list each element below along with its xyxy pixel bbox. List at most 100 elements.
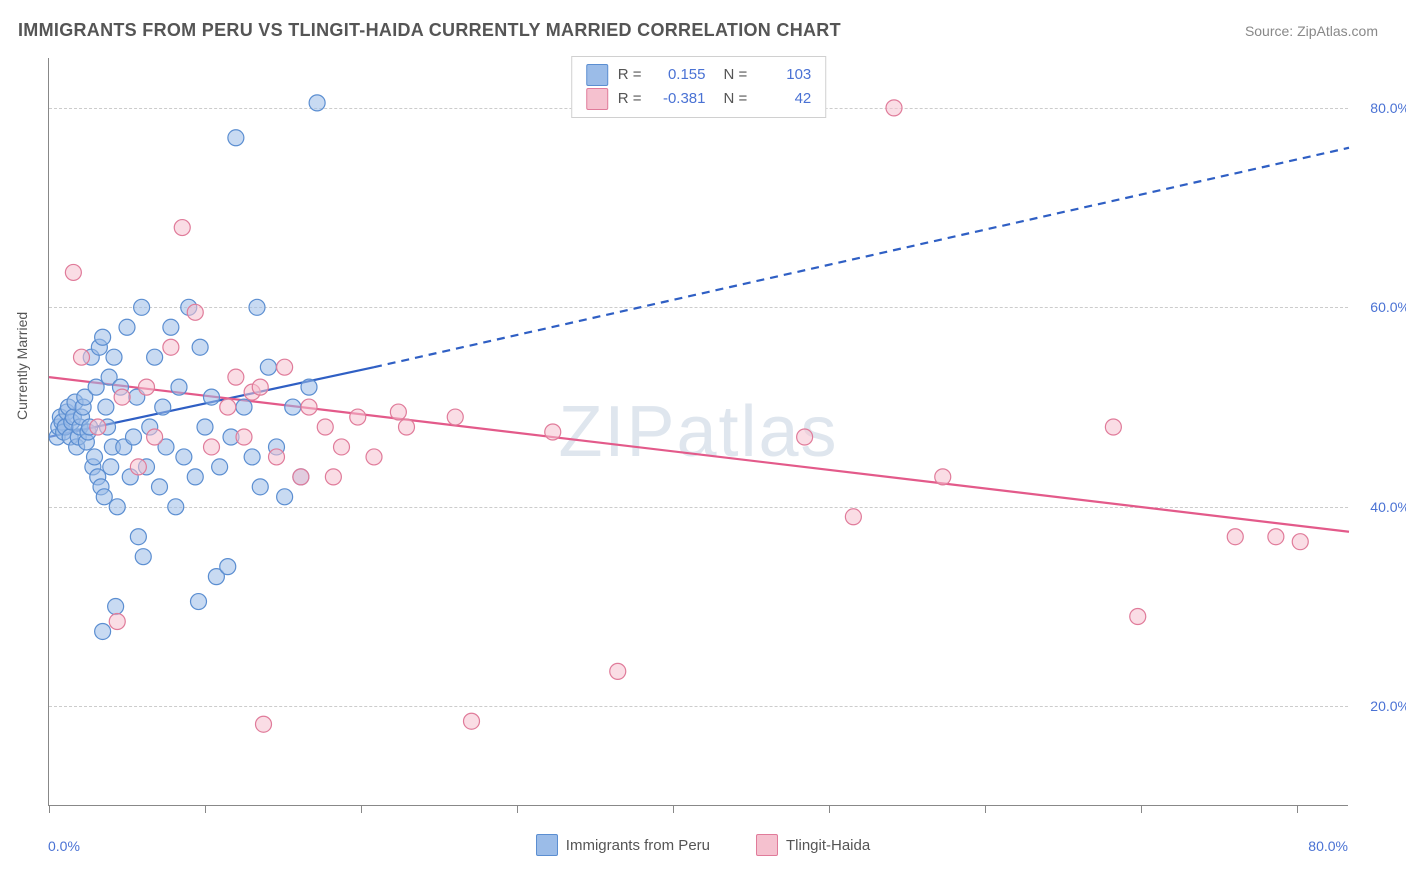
data-point xyxy=(334,439,350,455)
data-point xyxy=(109,499,125,515)
x-tick xyxy=(517,805,518,813)
x-tick xyxy=(1297,805,1298,813)
plot-area: ZIPatlas 20.0%40.0%60.0%80.0% R = 0.155 … xyxy=(48,58,1348,806)
data-point xyxy=(187,304,203,320)
data-point xyxy=(155,399,171,415)
data-point xyxy=(106,349,122,365)
data-point xyxy=(252,379,268,395)
legend-r-value-1: -0.381 xyxy=(652,87,706,111)
data-point xyxy=(244,449,260,465)
data-point xyxy=(797,429,813,445)
data-point xyxy=(845,509,861,525)
bottom-legend-item-1: Tlingit-Haida xyxy=(756,834,870,856)
data-point xyxy=(135,549,151,565)
legend-swatch-icon xyxy=(756,834,778,856)
legend-row-series-0: R = 0.155 N = 103 xyxy=(586,63,812,87)
x-tick xyxy=(361,805,362,813)
x-tick xyxy=(49,805,50,813)
data-point xyxy=(256,716,272,732)
data-point xyxy=(171,379,187,395)
x-tick xyxy=(829,805,830,813)
data-point xyxy=(886,100,902,116)
points-layer xyxy=(49,58,1348,805)
data-point xyxy=(204,439,220,455)
data-point xyxy=(277,359,293,375)
data-point xyxy=(293,469,309,485)
data-point xyxy=(191,594,207,610)
data-point xyxy=(366,449,382,465)
data-point xyxy=(317,419,333,435)
chart-title: IMMIGRANTS FROM PERU VS TLINGIT-HAIDA CU… xyxy=(18,20,841,41)
legend-swatch-icon xyxy=(536,834,558,856)
data-point xyxy=(147,349,163,365)
data-point xyxy=(65,264,81,280)
data-point xyxy=(147,429,163,445)
legend-row-series-1: R = -0.381 N = 42 xyxy=(586,87,812,111)
legend-n-label: N = xyxy=(724,87,748,111)
y-tick-label: 20.0% xyxy=(1370,698,1406,714)
x-tick xyxy=(205,805,206,813)
data-point xyxy=(1292,534,1308,550)
data-point xyxy=(192,339,208,355)
data-point xyxy=(228,369,244,385)
data-point xyxy=(130,459,146,475)
data-point xyxy=(174,220,190,236)
data-point xyxy=(935,469,951,485)
data-point xyxy=(260,359,276,375)
legend-r-label: R = xyxy=(618,87,642,111)
data-point xyxy=(163,319,179,335)
data-point xyxy=(204,389,220,405)
legend-label-1: Tlingit-Haida xyxy=(786,837,870,854)
data-point xyxy=(176,449,192,465)
data-point xyxy=(108,599,124,615)
x-tick xyxy=(1141,805,1142,813)
data-point xyxy=(285,399,301,415)
data-point xyxy=(1227,529,1243,545)
data-point xyxy=(95,329,111,345)
bottom-legend-item-0: Immigrants from Peru xyxy=(536,834,710,856)
data-point xyxy=(464,713,480,729)
data-point xyxy=(390,404,406,420)
data-point xyxy=(168,499,184,515)
y-tick-label: 80.0% xyxy=(1370,100,1406,116)
legend-n-value-0: 103 xyxy=(757,63,811,87)
data-point xyxy=(134,299,150,315)
data-point xyxy=(139,379,155,395)
data-point xyxy=(220,399,236,415)
data-point xyxy=(236,399,252,415)
data-point xyxy=(1268,529,1284,545)
data-point xyxy=(269,449,285,465)
data-point xyxy=(252,479,268,495)
data-point xyxy=(236,429,252,445)
legend-swatch-1 xyxy=(586,88,608,110)
legend-r-label: R = xyxy=(618,63,642,87)
data-point xyxy=(87,449,103,465)
data-point xyxy=(325,469,341,485)
data-point xyxy=(90,419,106,435)
data-point xyxy=(119,319,135,335)
y-tick-label: 40.0% xyxy=(1370,499,1406,515)
legend-swatch-0 xyxy=(586,64,608,86)
y-axis-label: Currently Married xyxy=(14,312,30,420)
data-point xyxy=(109,613,125,629)
data-point xyxy=(309,95,325,111)
bottom-legend: Immigrants from Peru Tlingit-Haida xyxy=(0,834,1406,856)
data-point xyxy=(130,529,146,545)
legend-r-value-0: 0.155 xyxy=(652,63,706,87)
data-point xyxy=(399,419,415,435)
data-point xyxy=(187,469,203,485)
data-point xyxy=(98,399,114,415)
data-point xyxy=(610,663,626,679)
data-point xyxy=(1105,419,1121,435)
data-point xyxy=(163,339,179,355)
data-point xyxy=(1130,609,1146,625)
data-point xyxy=(103,459,119,475)
legend-n-value-1: 42 xyxy=(757,87,811,111)
y-tick-label: 60.0% xyxy=(1370,299,1406,315)
x-tick xyxy=(673,805,674,813)
data-point xyxy=(301,379,317,395)
data-point xyxy=(220,559,236,575)
data-point xyxy=(212,459,228,475)
data-point xyxy=(301,399,317,415)
data-point xyxy=(95,623,111,639)
